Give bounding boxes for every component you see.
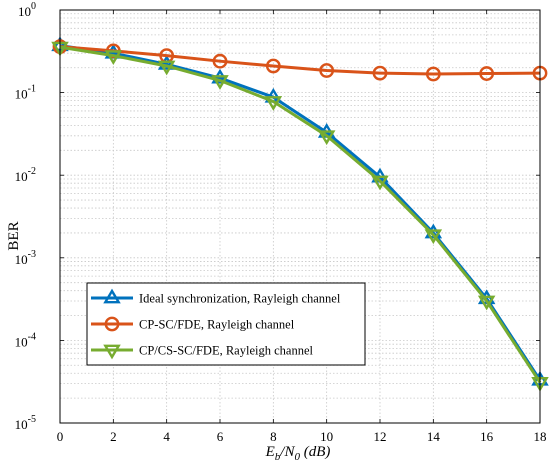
y-tick-label: 10-2	[15, 166, 36, 184]
data-point	[479, 66, 495, 81]
y-axis-label: BER	[6, 221, 22, 250]
data-point	[424, 229, 443, 245]
y-axis-ticks: 10-5 10-4 10-3 10-2 10-1 100	[15, 1, 540, 432]
legend: Ideal synchronization, Rayleigh channel C…	[86, 282, 366, 366]
legend-item: CP/CS-SC/FDE, Rayleigh channel	[91, 344, 313, 360]
data-point	[477, 295, 496, 311]
data-point	[265, 58, 281, 74]
data-point	[372, 65, 388, 81]
x-tick-label: 16	[480, 429, 494, 444]
series-2	[52, 39, 548, 82]
y-tick-label: 10-4	[15, 331, 36, 349]
legend-box	[86, 282, 366, 366]
x-axis-ticks: 0 2 4 6 8 10 12 14 16 18	[57, 10, 547, 444]
data-point	[212, 53, 228, 69]
data-point	[425, 66, 441, 82]
legend-item: Ideal synchronization, Rayleigh channel	[91, 288, 341, 306]
grid	[60, 10, 540, 423]
series-line	[59, 45, 542, 384]
legend-item: CP-SC/FDE, Rayleigh channel	[91, 316, 295, 332]
y-tick-label: 100	[18, 1, 36, 19]
x-tick-label: 18	[534, 429, 547, 444]
plot-frame	[59, 9, 541, 424]
data-point	[211, 75, 229, 90]
x-tick-label: 0	[57, 429, 64, 444]
legend-label: CP-SC/FDE, Rayleigh channel	[139, 318, 295, 332]
legend-marker	[104, 316, 120, 332]
y-tick-label: 10-5	[15, 414, 36, 432]
data-point	[371, 175, 389, 191]
x-tick-label: 10	[320, 429, 333, 444]
data-point	[157, 60, 176, 76]
x-tick-label: 8	[270, 429, 277, 444]
data-point	[319, 63, 335, 78]
legend-marker	[103, 288, 121, 304]
y-tick-label: 10-1	[15, 84, 36, 102]
y-tick-label: 10-3	[15, 249, 36, 267]
x-tick-label: 12	[374, 429, 387, 444]
series-line	[59, 45, 541, 76]
x-axis-label: Eb/N0 (dB)	[265, 444, 331, 463]
legend-marker	[103, 344, 121, 360]
legend-label: CP/CS-SC/FDE, Rayleigh channel	[139, 344, 313, 358]
x-tick-label: 4	[163, 429, 170, 444]
data-point	[104, 50, 123, 66]
x-tick-label: 14	[427, 429, 441, 444]
legend-label: Ideal synchronization, Rayleigh channel	[139, 292, 341, 306]
x-tick-label: 2	[110, 429, 117, 444]
x-tick-label: 6	[217, 429, 224, 444]
data-point	[317, 130, 336, 146]
data-point	[264, 96, 283, 111]
